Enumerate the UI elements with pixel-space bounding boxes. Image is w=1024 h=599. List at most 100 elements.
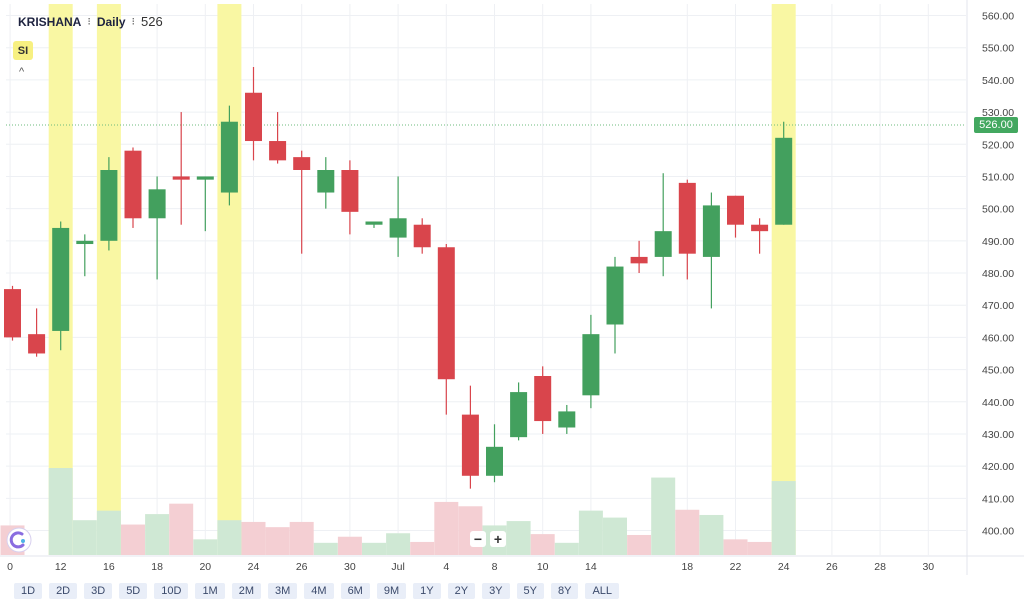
- candle-body[interactable]: [606, 266, 624, 325]
- candle-body[interactable]: [534, 376, 552, 422]
- candle-body[interactable]: [582, 334, 600, 396]
- x-tick-label: 14: [585, 561, 597, 573]
- candle-body[interactable]: [630, 256, 648, 264]
- volume-bar: [651, 477, 676, 555]
- timeframe-button[interactable]: 4M: [304, 583, 334, 599]
- volume-bar: [530, 534, 555, 555]
- candle-body[interactable]: [654, 231, 672, 257]
- chart-legend: KRISHANA ⁝ Daily ⁝ 526: [18, 14, 163, 29]
- x-tick-label: 24: [248, 561, 260, 573]
- x-tick-label: 26: [826, 561, 838, 573]
- volume-bar: [747, 541, 772, 555]
- volume-bar: [145, 514, 170, 555]
- timeframe-button[interactable]: 2M: [231, 583, 261, 599]
- y-tick-label: 560.00: [982, 11, 1014, 23]
- x-tick-label: 0: [7, 561, 13, 573]
- timeframe-button[interactable]: 1D: [14, 583, 43, 599]
- timeframe-button[interactable]: 2D: [49, 583, 78, 599]
- candle-body[interactable]: [172, 176, 190, 180]
- candle-body[interactable]: [317, 170, 335, 193]
- y-tick-label: 520.00: [982, 139, 1014, 151]
- candle-body[interactable]: [76, 240, 94, 245]
- candle-body[interactable]: [148, 189, 166, 219]
- x-tick-label: 28: [874, 561, 886, 573]
- volume-bar: [48, 468, 73, 555]
- candle-body[interactable]: [220, 121, 238, 193]
- candle-body[interactable]: [486, 446, 503, 476]
- candle-body[interactable]: [678, 182, 696, 254]
- timeframe-button[interactable]: ALL: [585, 583, 620, 599]
- volume-bar: [265, 527, 290, 555]
- timeframe-button[interactable]: 3D: [84, 583, 113, 599]
- zoom-in-button[interactable]: +: [490, 531, 506, 547]
- timeframe-button[interactable]: 8Y: [551, 583, 579, 599]
- x-tick-label: 8: [492, 561, 498, 573]
- candle-body[interactable]: [245, 92, 262, 142]
- symbol-menu-icon[interactable]: ⁝: [87, 16, 91, 28]
- y-tick-label: 430.00: [982, 429, 1014, 441]
- candle-body[interactable]: [124, 150, 142, 219]
- candle-body[interactable]: [510, 392, 528, 438]
- volume-bar: [434, 501, 459, 555]
- chevron-up-icon[interactable]: ^: [19, 66, 25, 78]
- volume-bar: [337, 536, 362, 555]
- x-tick-label: Jul: [391, 561, 404, 573]
- timeframe-label[interactable]: Daily: [96, 14, 126, 29]
- indicator-badge[interactable]: SI: [13, 41, 33, 60]
- highlight-band: [96, 4, 121, 555]
- candle-body[interactable]: [4, 289, 21, 338]
- candle-body[interactable]: [558, 411, 576, 428]
- volume-bar: [410, 541, 435, 555]
- candle-body[interactable]: [341, 170, 359, 212]
- y-tick-label: 510.00: [982, 171, 1014, 183]
- candle-body[interactable]: [293, 157, 311, 170]
- timeframe-button[interactable]: 1Y: [413, 583, 441, 599]
- x-tick-label: 10: [537, 561, 549, 573]
- candle-body[interactable]: [751, 224, 769, 232]
- y-tick-label: 420.00: [982, 461, 1014, 473]
- symbol-name[interactable]: KRISHANA: [18, 14, 82, 29]
- candle-body[interactable]: [196, 176, 214, 180]
- y-tick-label: 540.00: [982, 75, 1014, 87]
- volume-bar: [554, 542, 579, 555]
- timeframe-button[interactable]: 3Y: [482, 583, 510, 599]
- y-tick-label: 530.00: [982, 107, 1014, 119]
- highlight-band: [771, 4, 796, 555]
- current-price-tag: 526.00: [974, 117, 1018, 133]
- candle-body[interactable]: [365, 221, 383, 225]
- x-tick-label: 20: [199, 561, 211, 573]
- volume-bar: [627, 534, 652, 555]
- candle-body[interactable]: [702, 205, 720, 257]
- x-tick-label: 30: [344, 561, 356, 573]
- timeframe-button[interactable]: 5Y: [516, 583, 544, 599]
- zoom-out-button[interactable]: −: [470, 531, 486, 547]
- volume-bar: [362, 542, 386, 555]
- x-tick-label: 30: [922, 561, 934, 573]
- x-tick-label: 18: [151, 561, 163, 573]
- timeframe-button[interactable]: 10D: [154, 583, 189, 599]
- timeframe-button[interactable]: 1M: [195, 583, 225, 599]
- candle-body[interactable]: [269, 141, 287, 161]
- y-tick-label: 550.00: [982, 43, 1014, 55]
- timeframe-button[interactable]: 6M: [340, 583, 370, 599]
- y-tick-label: 460.00: [982, 332, 1014, 344]
- candle-body[interactable]: [28, 334, 46, 354]
- candle-body[interactable]: [52, 227, 70, 331]
- timeframe-menu-icon[interactable]: ⁝: [131, 16, 136, 28]
- candle-body[interactable]: [413, 224, 431, 248]
- volume-bar: [771, 481, 796, 555]
- y-tick-label: 400.00: [982, 526, 1014, 538]
- candle-body[interactable]: [727, 195, 744, 225]
- y-tick-label: 440.00: [982, 397, 1014, 409]
- timeframe-button[interactable]: 2Y: [447, 583, 476, 599]
- timeframe-button[interactable]: 3M: [268, 583, 298, 599]
- candle-body[interactable]: [461, 414, 479, 476]
- candle-body[interactable]: [437, 247, 455, 380]
- candle-body[interactable]: [775, 137, 793, 225]
- timeframe-button[interactable]: 5D: [119, 583, 148, 599]
- candle-body[interactable]: [100, 170, 118, 241]
- timeframe-button[interactable]: 9M: [376, 583, 407, 599]
- candle-body[interactable]: [389, 218, 407, 238]
- volume-bar: [603, 517, 627, 555]
